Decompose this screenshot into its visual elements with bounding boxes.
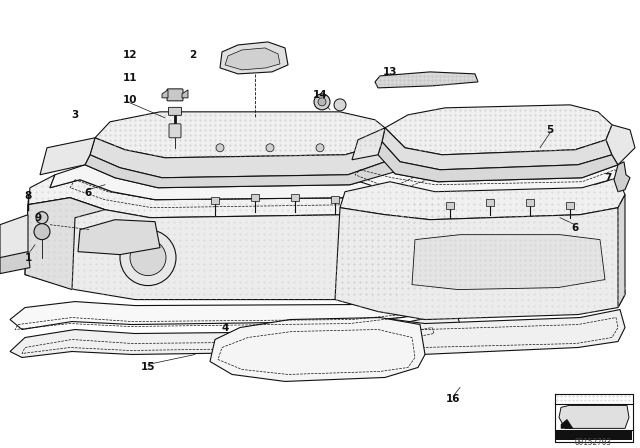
Bar bbox=[486, 199, 494, 206]
Polygon shape bbox=[559, 405, 629, 428]
Circle shape bbox=[34, 224, 50, 240]
Polygon shape bbox=[78, 220, 160, 254]
Bar bbox=[556, 431, 632, 440]
Polygon shape bbox=[618, 195, 625, 308]
Text: 5: 5 bbox=[547, 125, 554, 135]
Text: 16: 16 bbox=[445, 394, 460, 405]
FancyBboxPatch shape bbox=[167, 89, 183, 101]
FancyBboxPatch shape bbox=[168, 108, 182, 115]
Bar bbox=[251, 194, 259, 201]
Text: 14: 14 bbox=[313, 90, 327, 100]
Text: 1: 1 bbox=[24, 253, 31, 263]
Circle shape bbox=[130, 240, 166, 276]
Bar bbox=[211, 197, 219, 204]
Polygon shape bbox=[90, 138, 385, 178]
Text: 2: 2 bbox=[189, 50, 196, 60]
Polygon shape bbox=[220, 42, 288, 74]
Text: 8: 8 bbox=[24, 191, 31, 201]
Polygon shape bbox=[378, 142, 618, 182]
Circle shape bbox=[316, 144, 324, 152]
Text: 4: 4 bbox=[221, 323, 228, 332]
Polygon shape bbox=[210, 318, 425, 381]
Circle shape bbox=[266, 144, 274, 152]
Circle shape bbox=[318, 98, 326, 106]
Polygon shape bbox=[10, 308, 460, 358]
Polygon shape bbox=[95, 112, 390, 158]
Polygon shape bbox=[85, 155, 395, 188]
Text: O0152703: O0152703 bbox=[575, 438, 611, 447]
Polygon shape bbox=[28, 165, 450, 218]
Polygon shape bbox=[382, 128, 612, 170]
Polygon shape bbox=[340, 178, 625, 220]
Bar bbox=[331, 196, 339, 202]
Text: 9: 9 bbox=[35, 213, 42, 223]
Polygon shape bbox=[375, 72, 478, 88]
Polygon shape bbox=[385, 105, 612, 155]
Text: 6: 6 bbox=[84, 188, 92, 198]
Polygon shape bbox=[614, 162, 630, 192]
Polygon shape bbox=[0, 215, 28, 270]
Polygon shape bbox=[10, 289, 460, 330]
Polygon shape bbox=[25, 192, 455, 300]
Polygon shape bbox=[348, 155, 625, 198]
Text: 10: 10 bbox=[123, 95, 137, 105]
Polygon shape bbox=[352, 128, 385, 160]
Polygon shape bbox=[50, 152, 440, 200]
Polygon shape bbox=[606, 125, 635, 165]
Polygon shape bbox=[40, 138, 95, 175]
Polygon shape bbox=[162, 90, 168, 98]
Text: 15: 15 bbox=[141, 362, 156, 372]
Bar bbox=[526, 199, 534, 206]
Circle shape bbox=[334, 99, 346, 111]
Polygon shape bbox=[345, 192, 455, 300]
Circle shape bbox=[120, 230, 176, 285]
Text: 12: 12 bbox=[123, 50, 137, 60]
Text: 13: 13 bbox=[383, 67, 397, 77]
Polygon shape bbox=[561, 419, 573, 428]
Polygon shape bbox=[335, 208, 625, 319]
Text: 6: 6 bbox=[572, 223, 579, 233]
Text: 11: 11 bbox=[123, 73, 137, 83]
Text: 7: 7 bbox=[604, 173, 612, 183]
Polygon shape bbox=[25, 198, 105, 289]
Circle shape bbox=[216, 144, 224, 152]
Bar bbox=[446, 202, 454, 209]
Polygon shape bbox=[225, 48, 280, 70]
Polygon shape bbox=[182, 90, 188, 98]
Text: 3: 3 bbox=[72, 110, 79, 120]
Bar bbox=[291, 194, 299, 201]
Polygon shape bbox=[412, 235, 605, 289]
Circle shape bbox=[314, 94, 330, 110]
FancyBboxPatch shape bbox=[169, 124, 181, 138]
Polygon shape bbox=[325, 310, 625, 354]
Polygon shape bbox=[0, 252, 30, 274]
Bar bbox=[566, 202, 574, 209]
Polygon shape bbox=[380, 132, 435, 172]
Circle shape bbox=[36, 212, 48, 224]
